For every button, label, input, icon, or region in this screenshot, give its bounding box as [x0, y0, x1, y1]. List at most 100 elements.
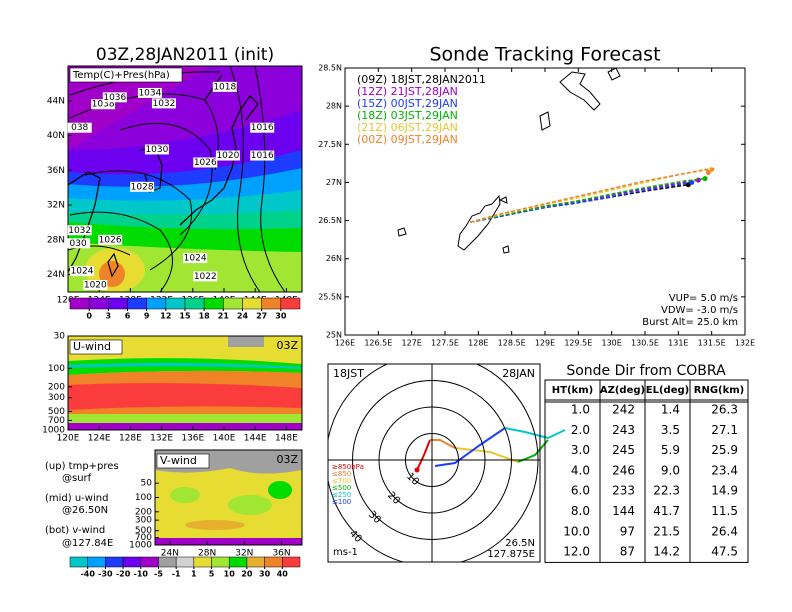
colorbar-box: [69, 556, 88, 568]
colorbar-box: [184, 297, 205, 310]
colorbar-label: 10: [224, 570, 236, 579]
x-tick-label: 129.5E: [564, 339, 592, 348]
y-tick-label: 30: [54, 332, 66, 342]
colorbar-label: 15: [179, 312, 191, 321]
colorbar-label: -20: [116, 570, 131, 579]
contour-label: 1016: [251, 123, 274, 133]
track-line: [470, 167, 716, 223]
x-tick-label: 132E: [735, 339, 755, 348]
panel-label-bg: [69, 67, 183, 83]
contour-label: 038: [71, 123, 88, 133]
colorbar-box: [282, 556, 301, 568]
x-tick-label: 120E: [57, 296, 80, 306]
x-tick-label: 148E: [275, 434, 298, 444]
colorbar-label: -40: [80, 570, 95, 579]
table-cell: 87: [620, 545, 635, 559]
x-tick-label: 126.5E: [364, 339, 392, 348]
table-cell: 11.5: [711, 504, 738, 518]
colorbar-box: [242, 297, 262, 310]
table-cell: 25.9: [711, 443, 738, 457]
table-cell: 3.5: [661, 423, 680, 437]
colorbar-box: [88, 297, 109, 310]
contour-label-bg: [67, 225, 92, 236]
y-tick-label: 32N: [47, 201, 65, 211]
colorbar-box: [211, 556, 230, 568]
y-tick-label: 1000: [129, 541, 152, 551]
contour-label: 1030: [145, 145, 168, 155]
x-tick-label: 129E: [535, 339, 555, 348]
x-tick-label: 120E: [57, 434, 80, 444]
colorbar-box: [228, 556, 248, 568]
table-cell: 233: [612, 484, 635, 498]
y-tick-label: 26N: [326, 254, 342, 263]
table-cell: 23.4: [711, 463, 738, 477]
contour-label-bg: [183, 253, 208, 264]
x-tick-label: 126E: [335, 339, 355, 348]
panel-note: (mid) u-wind: [45, 493, 108, 504]
x-tick-label: 130E: [602, 339, 622, 348]
contour-label-bg: [250, 122, 275, 133]
y-tick-label: 27N: [326, 178, 342, 187]
colorbar-label: 40: [277, 570, 289, 579]
contour-label: 1032: [152, 99, 175, 109]
legend-entry: (12Z) 21JST,28JAN: [357, 85, 458, 98]
plot-frame: [67, 65, 303, 293]
table-cell: 22.3: [653, 484, 680, 498]
contour-label-bg: [130, 181, 155, 192]
y-tick-label: 50: [141, 479, 153, 489]
contour-label-bg: [212, 81, 237, 92]
table-cell: 26.3: [711, 403, 738, 417]
polar-legend: ≤100: [332, 498, 351, 506]
colorbar-box: [193, 556, 212, 568]
panel-label: V-wind: [160, 454, 197, 467]
polar-lat: 26.5N: [505, 538, 535, 549]
polar-ring: [378, 406, 486, 514]
table-cell: 243: [612, 423, 635, 437]
panel-note: (up) tmp+pres: [45, 461, 119, 472]
y-tick-label: 28N: [326, 102, 342, 111]
annotation: Burst Alt= 25.0 km: [642, 317, 738, 328]
y-tick-label: 25N: [326, 331, 342, 340]
annotation: VUP= 5.0 m/s: [669, 293, 738, 304]
y-tick-label: 28N: [47, 235, 65, 245]
contour-label: 1036: [103, 93, 126, 103]
legend-entry: (18Z) 03JST,29JAN: [357, 109, 458, 122]
u-wind-field: [68, 336, 302, 430]
table-cell: 47.5: [711, 545, 738, 559]
track-end: [705, 170, 711, 176]
table-cell: 21.5: [653, 524, 680, 538]
panel-label: Temp(C)+Pres(hPa): [72, 70, 170, 81]
panel-label: U-wind: [73, 340, 111, 353]
colorbar-box: [140, 556, 159, 568]
table-cell: 3.0: [571, 443, 590, 457]
colorbar-label: 20: [241, 570, 253, 579]
colorbar-label: 0: [86, 312, 92, 321]
colorbar-box: [261, 297, 282, 310]
contour-label: 1022: [194, 272, 217, 282]
legend-entry: (15Z) 00JST,29JAN: [357, 97, 458, 110]
polar-ring: [405, 433, 459, 487]
y-tick-label: 40N: [47, 131, 65, 141]
table-cell: 97: [620, 524, 635, 538]
colorbar-label: 5: [209, 570, 215, 579]
colorbar-box: [165, 297, 186, 310]
x-tick-label: 24N: [161, 549, 179, 559]
colorbar-label: -5: [154, 570, 163, 579]
x-tick-label: 127E: [402, 339, 422, 348]
y-tick-label: 28.5N: [318, 64, 342, 73]
colorbar-box: [146, 297, 167, 310]
x-tick-label: 128E: [468, 339, 488, 348]
panel-note: @26.50N: [62, 505, 108, 516]
polar-time: 18JST: [333, 367, 364, 380]
polar-legend: ≤700: [332, 477, 351, 485]
y-tick-label: 27.5N: [318, 140, 342, 149]
colorbar-label: 30: [259, 570, 271, 579]
colorbar-box: [280, 297, 301, 310]
y-tick-label: 500: [135, 526, 152, 536]
colorbar-box: [87, 556, 106, 568]
y-tick-label: 500: [48, 407, 65, 417]
contour-label-bg: [98, 234, 123, 245]
contour-label-bg: [67, 122, 92, 133]
y-tick-label: 24N: [47, 270, 65, 280]
legend-entry: (00Z) 09JST,29JAN: [357, 133, 458, 146]
